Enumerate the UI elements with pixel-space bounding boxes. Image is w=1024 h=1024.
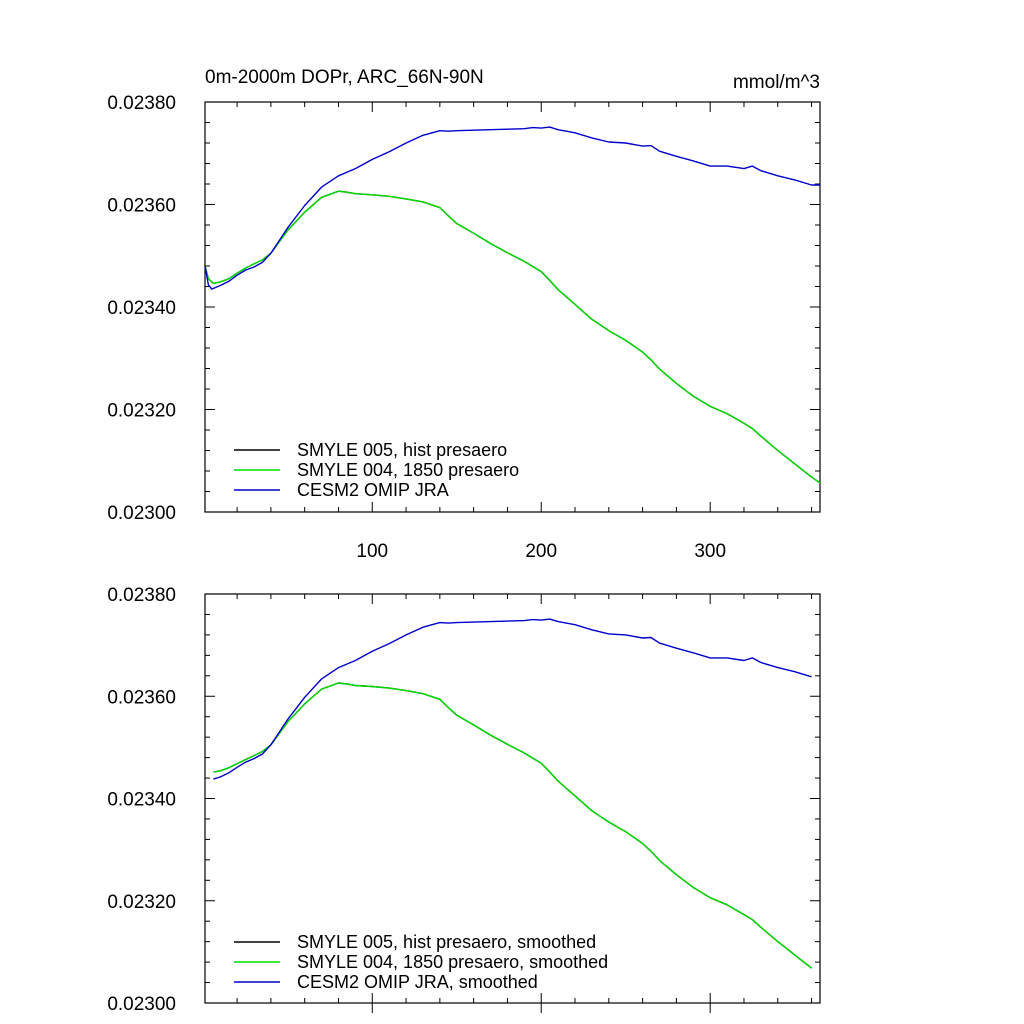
series-line-1 (213, 682, 813, 969)
x-tick-label: 100 (356, 541, 388, 562)
y-tick-label: 0.02340 (107, 298, 176, 319)
y-tick-label: 0.02320 (107, 892, 176, 913)
units-label: mmol/m^3 (733, 72, 820, 93)
y-tick-label: 0.02300 (107, 994, 176, 1015)
legend-label: SMYLE 004, 1850 presaero (297, 460, 519, 480)
y-tick-label: 0.02300 (107, 503, 176, 524)
y-tick-label: 0.02380 (107, 585, 176, 606)
x-tick-label: 300 (694, 541, 726, 562)
x-tick-label: 200 (525, 541, 557, 562)
legend-label: SMYLE 004, 1850 presaero, smoothed (297, 952, 608, 972)
top-panel: 0.02300 0.02320 0.02340 0.02360 0.02380 100 20… (107, 93, 821, 562)
figure-title: 0m-2000m DOPr, ARC_66N-90N (205, 67, 484, 88)
y-tick-label: 0.02320 (107, 401, 176, 422)
y-tick-label: 0.02360 (107, 687, 176, 708)
y-tick-label: 0.02380 (107, 93, 176, 114)
series-line-1 (204, 190, 821, 484)
y-tick-label: 0.02340 (107, 790, 176, 811)
legend-label: CESM2 OMIP JRA (297, 480, 449, 500)
legend-label: SMYLE 005, hist presaero, smoothed (297, 932, 596, 952)
bottom-panel: 0.02300 0.02320 0.02340 0.02360 0.02380 SMYLE… (107, 585, 821, 1015)
series-line-2 (213, 618, 812, 780)
legend-label: CESM2 OMIP JRA, smoothed (297, 972, 538, 992)
legend-label: SMYLE 005, hist presaero (297, 440, 507, 460)
series-line-0 (213, 682, 813, 969)
y-tick-label: 0.02360 (107, 196, 176, 217)
series-line-2 (204, 126, 820, 290)
